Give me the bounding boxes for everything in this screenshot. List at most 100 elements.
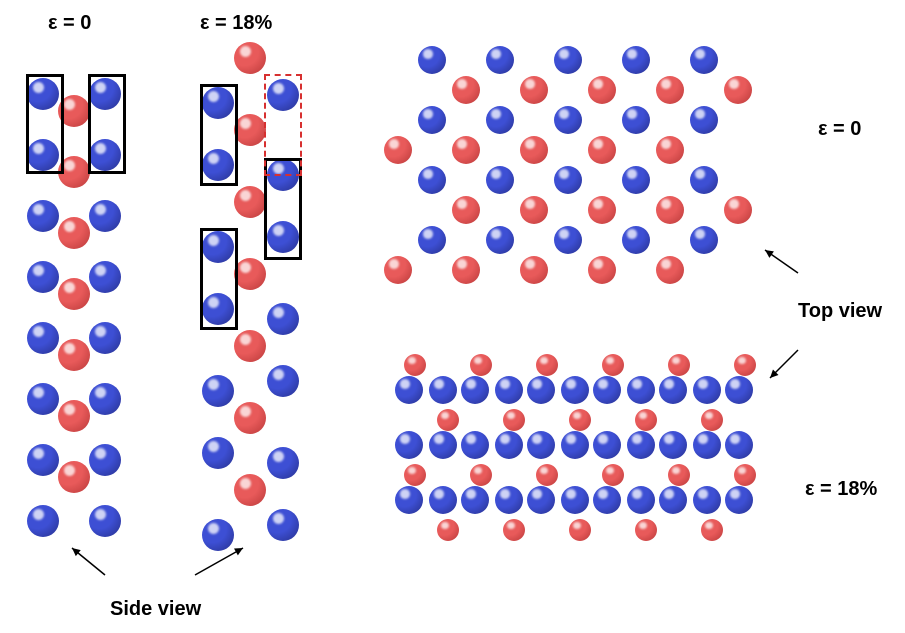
blue-atom [690,106,718,134]
blue-atom [622,226,650,254]
blue-atom [495,431,523,459]
red-atom [635,409,657,431]
blue-atom [89,200,121,232]
blue-atom [202,519,234,551]
blue-atom [267,303,299,335]
blue-atom [202,375,234,407]
highlight-rect [88,74,126,174]
highlight-rect [200,84,238,186]
blue-atom [267,447,299,479]
highlight-rect-dashed [264,74,302,176]
blue-atom [486,46,514,74]
blue-atom [659,376,687,404]
blue-atom [461,376,489,404]
red-atom [602,354,624,376]
blue-atom [693,376,721,404]
red-atom [404,464,426,486]
red-atom [588,196,616,224]
red-atom [58,461,90,493]
blue-atom [486,166,514,194]
blue-atom [418,226,446,254]
blue-atom [27,200,59,232]
red-atom [536,464,558,486]
red-atom [452,136,480,164]
red-atom [234,402,266,434]
blue-atom [593,376,621,404]
red-atom [452,76,480,104]
red-atom [569,519,591,541]
blue-atom [554,46,582,74]
blue-atom [554,166,582,194]
red-atom [656,256,684,284]
label-topview: Top view [798,300,882,323]
blue-atom [395,376,423,404]
blue-atom [627,431,655,459]
blue-atom [527,431,555,459]
red-atom [234,186,266,218]
label-sideview: Side view [110,598,201,621]
red-atom [724,196,752,224]
red-atom [452,196,480,224]
blue-atom [693,486,721,514]
red-atom [701,519,723,541]
blue-atom [267,509,299,541]
red-atom [470,354,492,376]
red-atom [58,217,90,249]
blue-atom [429,431,457,459]
label-eps0_right: ε = 0 [818,118,861,141]
blue-atom [554,226,582,254]
blue-atom [27,261,59,293]
label-eps18_top: ε = 18% [200,12,272,35]
blue-atom [418,106,446,134]
blue-atom [725,376,753,404]
red-atom [503,409,525,431]
red-atom [588,76,616,104]
blue-atom [725,431,753,459]
blue-atom [27,505,59,537]
blue-atom [461,486,489,514]
red-atom [384,256,412,284]
blue-atom [593,431,621,459]
red-atom [588,136,616,164]
highlight-rect [200,228,238,330]
red-atom [404,354,426,376]
blue-atom [495,486,523,514]
blue-atom [267,365,299,397]
red-atom [520,76,548,104]
red-atom [437,519,459,541]
red-atom [452,256,480,284]
blue-atom [527,486,555,514]
blue-atom [89,505,121,537]
red-atom [384,136,412,164]
blue-atom [418,166,446,194]
blue-atom [690,166,718,194]
blue-atom [89,383,121,415]
red-atom [234,114,266,146]
red-atom [724,76,752,104]
label-eps0_top: ε = 0 [48,12,91,35]
red-atom [602,464,624,486]
blue-atom [561,431,589,459]
red-atom [569,409,591,431]
red-atom [520,256,548,284]
red-atom [58,339,90,371]
red-atom [520,196,548,224]
red-atom [656,76,684,104]
label-eps18_right: ε = 18% [805,478,877,501]
blue-atom [627,376,655,404]
blue-atom [27,444,59,476]
blue-atom [527,376,555,404]
red-atom [234,474,266,506]
blue-atom [89,322,121,354]
blue-atom [561,376,589,404]
blue-atom [418,46,446,74]
blue-atom [659,431,687,459]
blue-atom [690,226,718,254]
blue-atom [622,166,650,194]
red-atom [58,278,90,310]
red-atom [734,354,756,376]
blue-atom [89,261,121,293]
red-atom [58,400,90,432]
red-atom [668,464,690,486]
blue-atom [659,486,687,514]
